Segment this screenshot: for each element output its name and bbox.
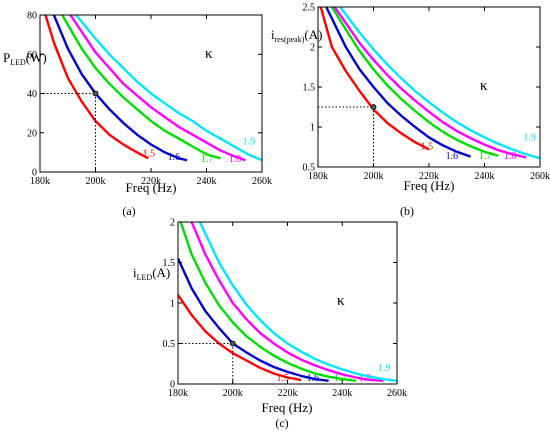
x-tick-label: 220k bbox=[419, 171, 439, 182]
y-axis-label-subscript: LED bbox=[137, 273, 153, 282]
series-label-1.9: 1.9 bbox=[378, 363, 391, 374]
y-axis-label-unit: (A) bbox=[152, 265, 170, 280]
operating-point-marker bbox=[370, 104, 377, 110]
chart-a: 1.5 1.6 1.7 1.81.9 180k 200k 220k 240k 260k 0 20 40… bbox=[3, 11, 272, 219]
x-tick-label: 200k bbox=[364, 171, 384, 182]
y-axis-label-subscript: res(peak) bbox=[275, 35, 305, 44]
x-tick-label: 240k bbox=[332, 388, 352, 399]
series-line-1.9 bbox=[75, 15, 262, 162]
x-tick-label: 220k bbox=[141, 176, 161, 187]
series-line-1.6 bbox=[325, 7, 471, 158]
x-tick-label: 180k bbox=[308, 171, 328, 182]
y-tick-label: 0.5 bbox=[163, 339, 176, 350]
series-line-1.8 bbox=[69, 15, 246, 162]
y-axis-label-main: P bbox=[3, 50, 10, 65]
x-axis-label: Freq (Hz) bbox=[404, 178, 455, 193]
x-tick-label: 220k bbox=[278, 388, 298, 399]
series-label-1.8: 1.8 bbox=[504, 151, 517, 162]
y-axis-label-unit: (A) bbox=[304, 27, 322, 42]
y-tick-label: 0 bbox=[32, 168, 37, 179]
y-tick-label: 60 bbox=[27, 50, 37, 61]
y-axis-label: ires(peak)(A) bbox=[271, 27, 322, 44]
x-axis-label: Freq (Hz) bbox=[262, 400, 313, 415]
series-label-1.8: 1.8 bbox=[359, 373, 372, 384]
series-line-1.6 bbox=[178, 257, 329, 382]
series-label-1.9: 1.9 bbox=[523, 133, 536, 144]
y-tick-label: 0.5 bbox=[303, 163, 316, 174]
y-axis-label-unit: (W) bbox=[26, 50, 47, 65]
panel-label: (c) bbox=[275, 416, 288, 430]
y-axis-label-main: i bbox=[133, 265, 137, 280]
operating-point-marker bbox=[229, 340, 236, 347]
series-label-1.7: 1.7 bbox=[479, 151, 492, 162]
series-line-1.7 bbox=[61, 15, 221, 160]
kappa-symbol: κ bbox=[205, 46, 213, 62]
chart-b: 1.5 1.6 1.7 1.8 1.9 180k 200k 220k 240k 260k 0.5 1 1… bbox=[271, 3, 550, 219]
x-tick-label: 260k bbox=[252, 176, 272, 187]
series-label-1.8: 1.8 bbox=[229, 154, 242, 165]
series-label-1.5: 1.5 bbox=[421, 141, 434, 152]
x-tick-label: 240k bbox=[475, 171, 495, 182]
series-line-1.5 bbox=[44, 15, 149, 160]
series-line-1.9 bbox=[198, 222, 397, 382]
series-line-1.5 bbox=[178, 294, 302, 382]
series-label-1.5: 1.5 bbox=[143, 148, 156, 159]
series-line-1.7 bbox=[179, 222, 357, 382]
series-line-1.9 bbox=[339, 7, 540, 160]
x-tick-label: 260k bbox=[387, 388, 407, 399]
operating-point-marker bbox=[92, 90, 99, 97]
x-tick-label: 180k bbox=[30, 176, 50, 187]
x-tick-label: 200k bbox=[223, 388, 243, 399]
series-label-1.6: 1.6 bbox=[307, 373, 320, 384]
series-label-1.5: 1.5 bbox=[277, 373, 290, 384]
series-line-1.8 bbox=[333, 7, 527, 159]
y-axis-label: iLED(A) bbox=[133, 265, 170, 282]
series-line-1.8 bbox=[190, 222, 384, 382]
series-label-1.7: 1.7 bbox=[334, 373, 347, 384]
series-label-1.6: 1.6 bbox=[168, 152, 181, 163]
y-tick-label: 2 bbox=[170, 218, 175, 229]
panel-label: (b) bbox=[400, 204, 414, 218]
x-tick-label: 200k bbox=[86, 176, 106, 187]
y-tick-label: 1.5 bbox=[163, 258, 176, 269]
y-axis-label: PLED(W) bbox=[3, 50, 47, 67]
kappa-symbol: κ bbox=[480, 78, 488, 94]
series-label-1.7: 1.7 bbox=[201, 154, 214, 165]
x-tick-label: 240k bbox=[197, 176, 217, 187]
chart-c: 1.5 1.6 1.7 1.8 1.9 180k 200k 220k 240k 260k 0 0.5 1… bbox=[133, 218, 407, 431]
kappa-symbol: κ bbox=[337, 293, 345, 309]
series-line-1.6 bbox=[52, 15, 188, 162]
x-tick-label: 260k bbox=[530, 171, 550, 182]
panel-label: (a) bbox=[122, 204, 135, 218]
y-tick-label: 2 bbox=[310, 43, 315, 54]
y-tick-label: 1 bbox=[310, 123, 315, 134]
y-tick-label: 1.5 bbox=[303, 83, 316, 94]
y-tick-label: 20 bbox=[27, 128, 37, 139]
series-label-1.6: 1.6 bbox=[446, 151, 459, 162]
x-axis-label: Freq (Hz) bbox=[126, 180, 177, 195]
y-axis-label-main: i bbox=[271, 27, 275, 42]
y-tick-label: 2.5 bbox=[303, 3, 316, 14]
y-tick-label: 0 bbox=[170, 380, 175, 391]
y-tick-label: 40 bbox=[27, 89, 37, 100]
series-label-1.9: 1.9 bbox=[243, 137, 256, 148]
y-axis-label-subscript: LED bbox=[10, 58, 26, 67]
series-line-1.7 bbox=[330, 7, 499, 157]
y-tick-label: 1 bbox=[170, 299, 175, 310]
y-tick-label: 80 bbox=[27, 11, 37, 22]
x-tick-label: 180k bbox=[168, 388, 188, 399]
